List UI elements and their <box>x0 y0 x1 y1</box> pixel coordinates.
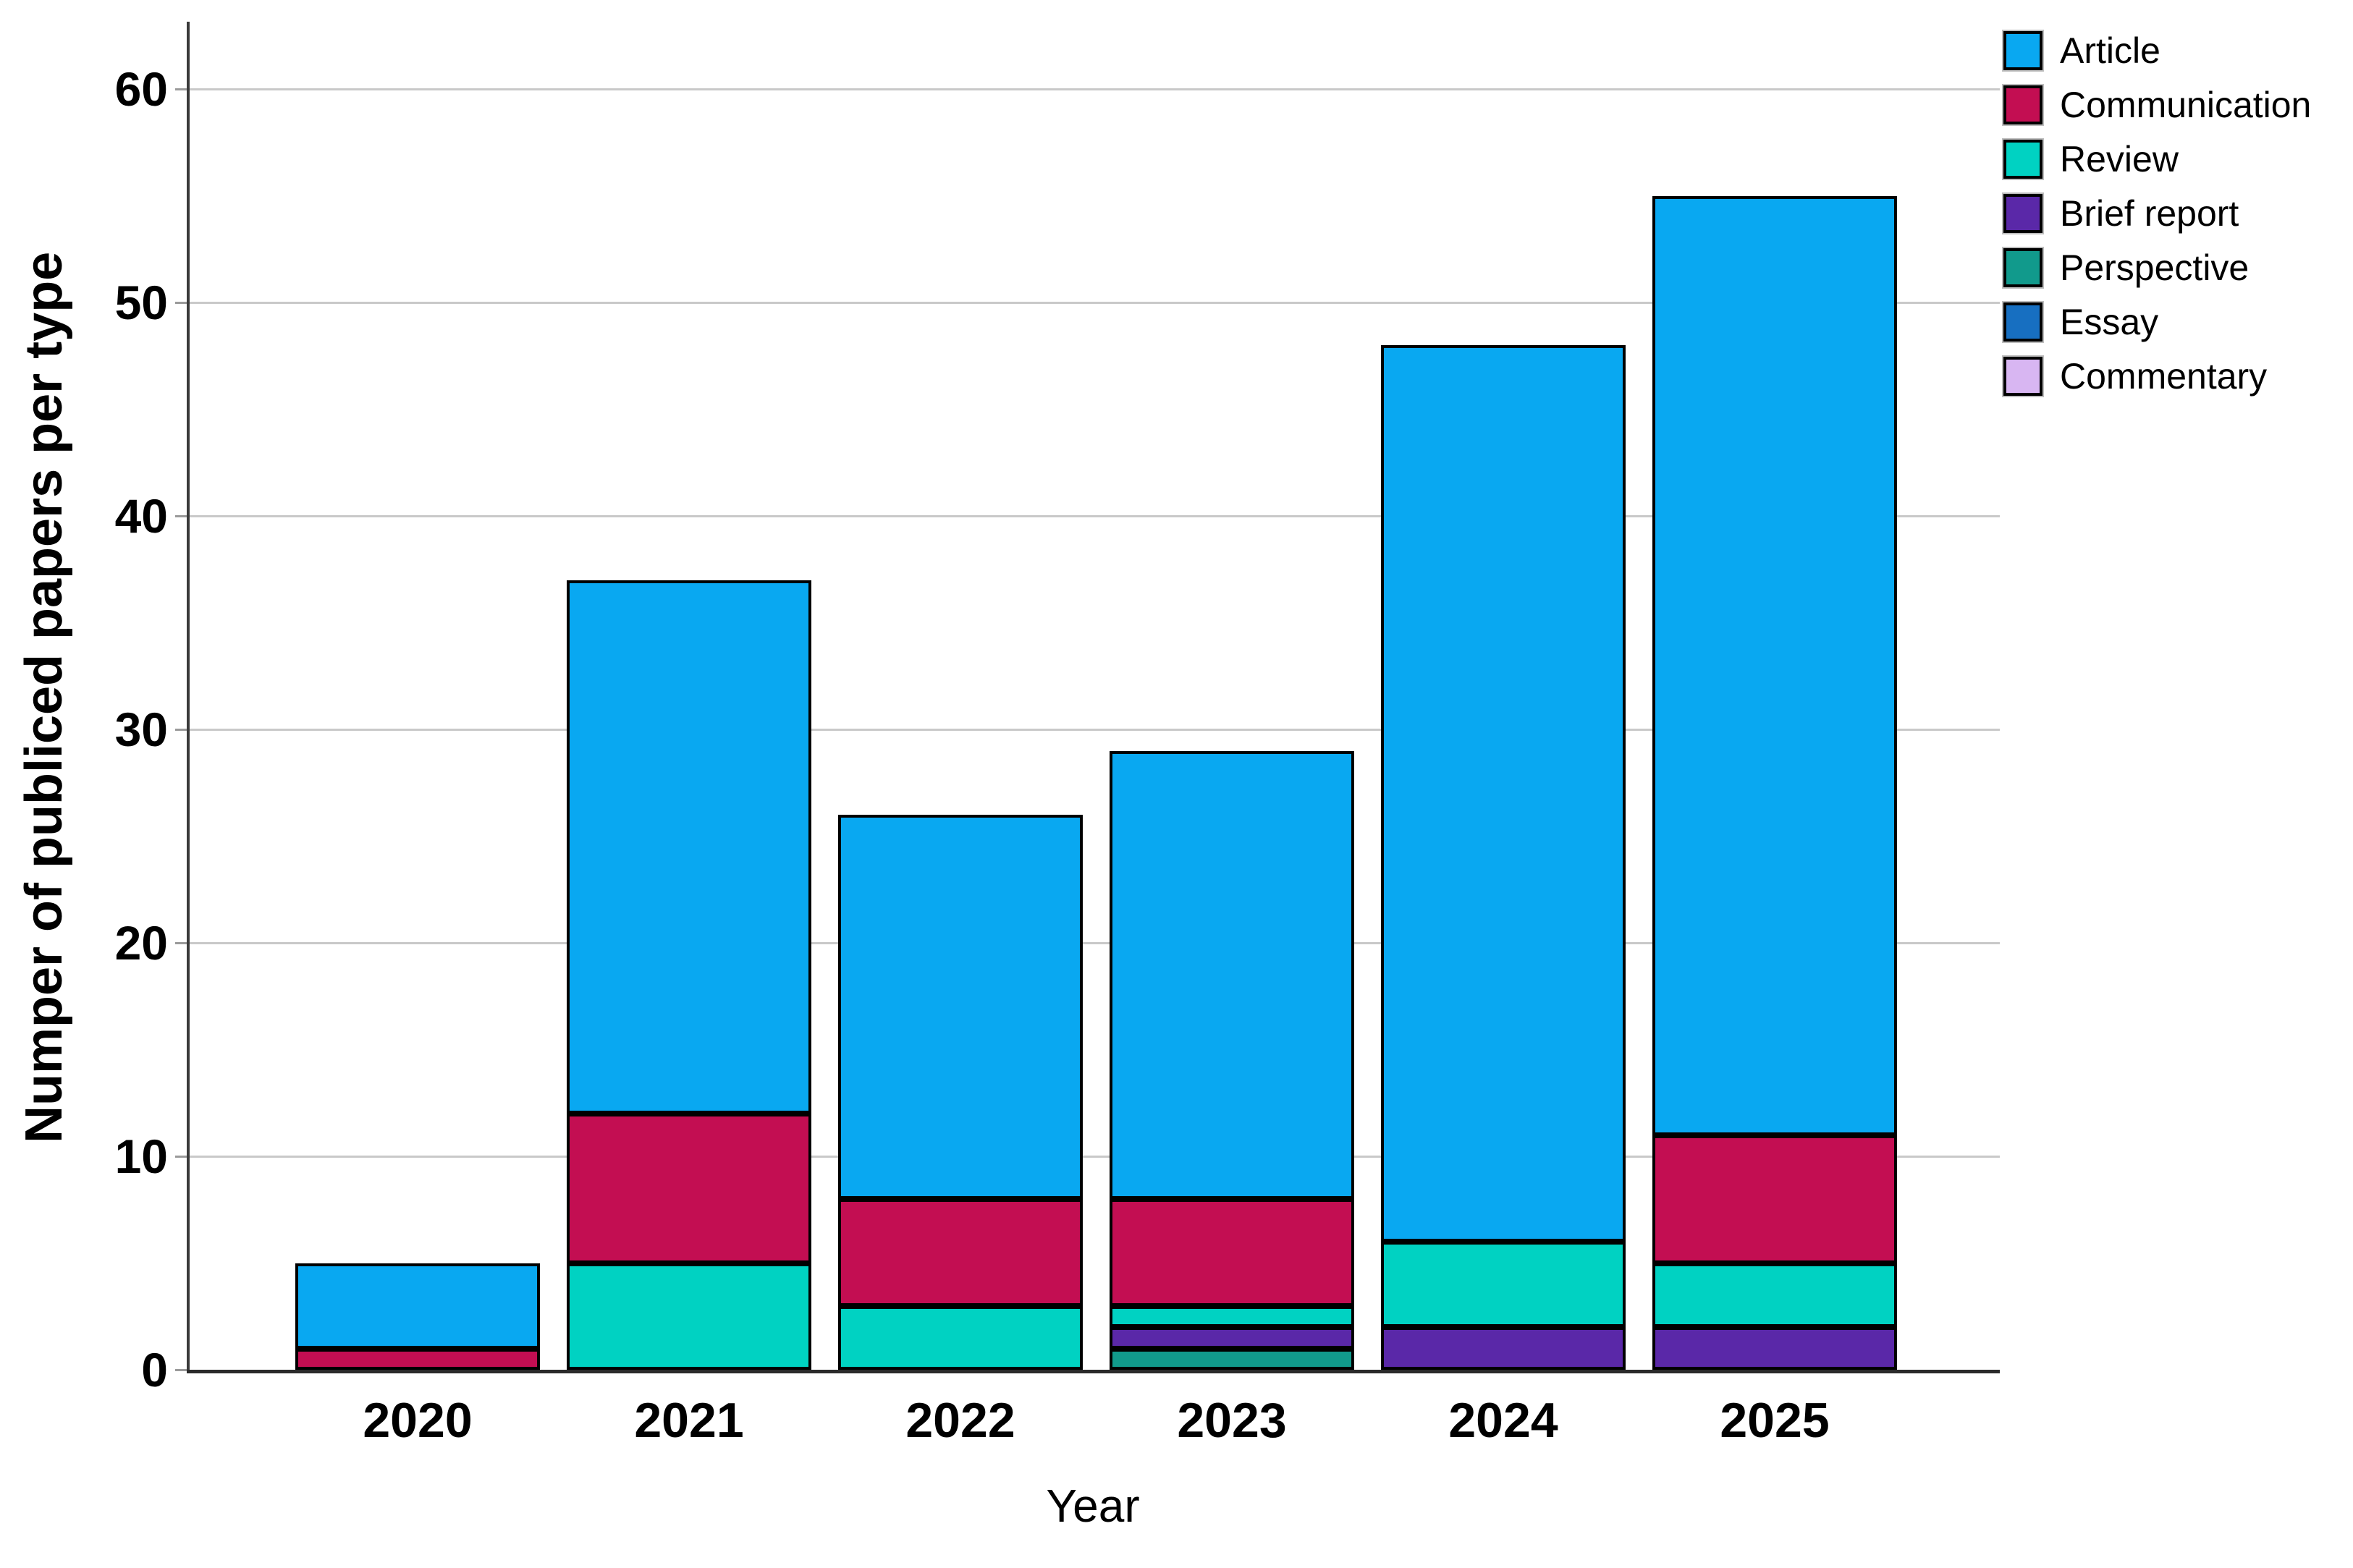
bar-segment-2022-article <box>838 815 1083 1199</box>
legend-row-brief-report: Brief report <box>2002 192 2336 234</box>
legend-row-commentary: Commentary <box>2002 355 2336 397</box>
legend-label-commentary: Commentary <box>2060 356 2268 397</box>
bar-segment-2021-review <box>567 1263 811 1370</box>
bar-segment-2023-communication <box>1110 1199 1354 1306</box>
bar-segment-2025-communication <box>1652 1135 1897 1263</box>
y-tick-60 <box>175 88 187 90</box>
legend-swatch-communication <box>2002 84 2044 126</box>
bar-segment-2023-brief-report <box>1110 1327 1354 1349</box>
y-axis-line <box>187 22 190 1373</box>
y-tick-20 <box>175 942 187 944</box>
bar-segment-2024-review <box>1381 1242 1626 1327</box>
x-tick-label-2023: 2023 <box>1177 1393 1287 1448</box>
legend-row-article: Article <box>2002 30 2336 72</box>
x-tick-label-2020: 2020 <box>363 1393 473 1448</box>
legend-row-communication: Communication <box>2002 84 2336 126</box>
legend-label-communication: Communication <box>2060 85 2312 125</box>
legend-swatch-commentary <box>2002 355 2044 397</box>
bar-segment-2025-review <box>1652 1263 1897 1327</box>
x-tick-label-2024: 2024 <box>1448 1393 1558 1448</box>
bar-segment-2023-article <box>1110 751 1354 1199</box>
y-tick-0 <box>175 1369 187 1371</box>
y-tick-label-10: 10 <box>114 1130 168 1183</box>
gridline-30 <box>187 729 2000 731</box>
bar-segment-2020-communication <box>295 1349 540 1370</box>
y-tick-30 <box>175 729 187 731</box>
x-tick-label-2021: 2021 <box>634 1393 744 1448</box>
legend-swatch-perspective <box>2002 247 2044 289</box>
bar-segment-2021-communication <box>567 1114 811 1263</box>
bar-segment-2022-communication <box>838 1199 1083 1306</box>
y-tick-label-60: 60 <box>114 62 168 116</box>
gridline-60 <box>187 88 2000 90</box>
y-tick-label-0: 0 <box>141 1343 168 1397</box>
legend-row-review: Review <box>2002 138 2336 180</box>
legend-label-article: Article <box>2060 30 2160 71</box>
y-axis-title: Numper of publiced papers per type <box>15 251 73 1143</box>
bar-segment-2021-article <box>567 580 811 1114</box>
y-tick-40 <box>175 515 187 517</box>
legend-label-brief-report: Brief report <box>2060 193 2239 234</box>
bar-segment-2024-brief-report <box>1381 1327 1626 1370</box>
bar-segment-2023-perspective <box>1110 1349 1354 1370</box>
gridline-40 <box>187 515 2000 517</box>
y-tick-label-30: 30 <box>114 703 168 756</box>
legend-label-essay: Essay <box>2060 302 2159 342</box>
gridline-50 <box>187 302 2000 304</box>
gridline-20 <box>187 942 2000 944</box>
legend-row-essay: Essay <box>2002 301 2336 343</box>
x-axis-title: Year <box>1046 1480 1140 1532</box>
bar-segment-2020-article <box>295 1263 540 1349</box>
y-tick-label-50: 50 <box>114 276 168 329</box>
gridline-10 <box>187 1156 2000 1158</box>
legend-row-perspective: Perspective <box>2002 247 2336 289</box>
x-axis-line <box>187 1370 2000 1373</box>
bar-segment-2024-article <box>1381 345 1626 1242</box>
bar-segment-2023-review <box>1110 1306 1354 1327</box>
legend-swatch-brief-report <box>2002 192 2044 234</box>
y-tick-50 <box>175 302 187 304</box>
legend-swatch-review <box>2002 138 2044 180</box>
legend-label-perspective: Perspective <box>2060 247 2249 288</box>
legend-label-review: Review <box>2060 139 2179 179</box>
bar-segment-2025-brief-report <box>1652 1327 1897 1370</box>
y-tick-10 <box>175 1156 187 1158</box>
y-tick-label-40: 40 <box>114 489 168 543</box>
bar-segment-2025-article <box>1652 196 1897 1135</box>
legend-swatch-essay <box>2002 301 2044 343</box>
y-tick-label-20: 20 <box>114 916 168 970</box>
x-tick-label-2025: 2025 <box>1720 1393 1830 1448</box>
bar-segment-2022-review <box>838 1306 1083 1370</box>
legend-swatch-article <box>2002 30 2044 72</box>
x-tick-label-2022: 2022 <box>905 1393 1015 1448</box>
